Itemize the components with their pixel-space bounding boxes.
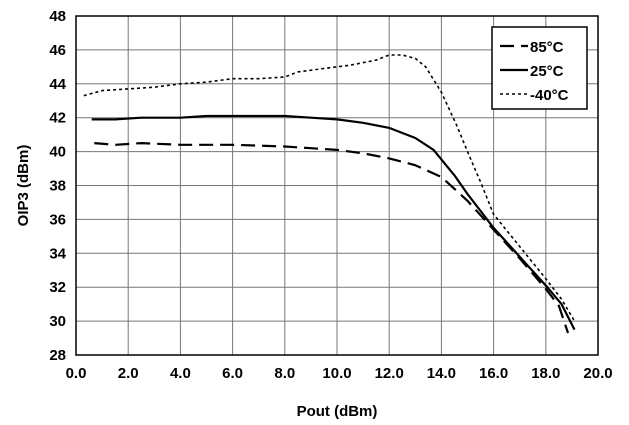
y-tick-label: 44 (49, 76, 66, 93)
x-tick-label: 2.0 (118, 365, 139, 382)
series-line-2 (91, 114, 576, 331)
series-line-1 (94, 142, 570, 334)
x-axis-title: Pout (dBm) (297, 403, 378, 420)
legend-label-2: 25°C (530, 63, 564, 80)
y-tick-label: 48 (49, 8, 66, 25)
y-tick-label: 36 (49, 211, 66, 228)
y-tick-label: 30 (49, 313, 66, 330)
series-line-3 (83, 54, 576, 322)
legend-items: 85°C 25°C -40°C (500, 39, 569, 104)
y-tick-label: 40 (49, 144, 66, 161)
x-tick-label: 18.0 (531, 365, 560, 382)
x-tick-label: 4.0 (170, 365, 191, 382)
legend-box (491, 26, 588, 110)
y-tick-label: 34 (49, 245, 66, 262)
x-tick-label: 16.0 (479, 365, 508, 382)
x-axis-tick-labels: 0.0 2.0 4.0 6.0 8.0 10.0 12.0 14.0 16.0 18.0 20.0 (66, 365, 613, 382)
x-tick-label: 12.0 (375, 365, 404, 382)
y-tick-label: 38 (49, 178, 66, 195)
series-lines (83, 54, 576, 334)
y-axis-tick-labels: 28 30 32 34 36 38 40 42 44 46 48 (49, 8, 66, 364)
x-tick-label: 20.0 (583, 365, 612, 382)
plot-area-frame (75, 15, 599, 356)
y-tick-label: 28 (49, 347, 66, 364)
y-tick-label: 42 (49, 110, 66, 127)
legend-label-3: -40°C (530, 87, 569, 104)
x-tick-label: 6.0 (222, 365, 243, 382)
legend-label-1: 85°C (530, 39, 564, 56)
y-tick-label: 32 (49, 279, 66, 296)
x-tick-label: 14.0 (427, 365, 456, 382)
x-tick-label: 10.0 (322, 365, 351, 382)
y-tick-label: 46 (49, 42, 66, 59)
legend: 85°C 25°C -40°C (491, 26, 588, 110)
x-tick-label: 8.0 (274, 365, 295, 382)
x-tick-label: 0.0 (66, 365, 87, 382)
y-axis-title: OIP3 (dBm) (15, 145, 32, 227)
